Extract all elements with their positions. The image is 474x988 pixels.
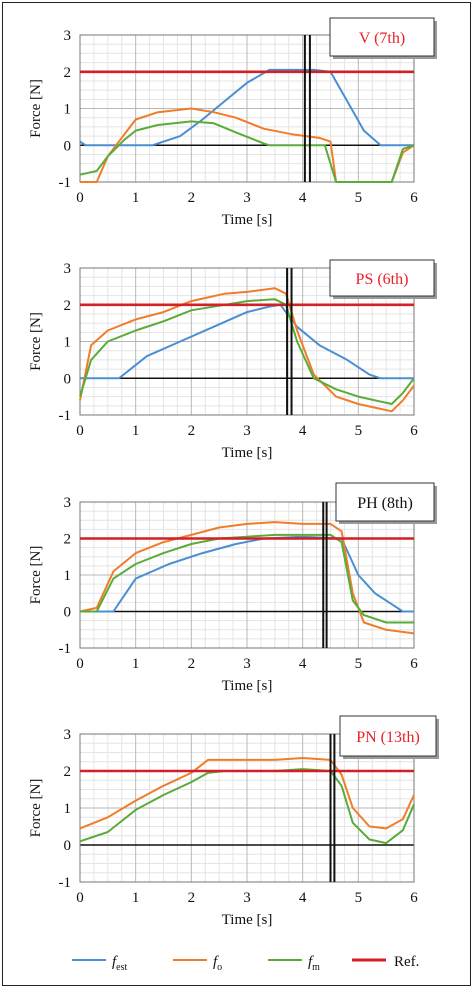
x-tick-label: 4 <box>299 656 307 672</box>
x-tick-label: 1 <box>132 190 140 206</box>
x-tick-label: 6 <box>410 890 418 906</box>
title-badge <box>329 17 435 57</box>
y-tick-label: 3 <box>64 495 72 511</box>
y-tick-label: 2 <box>64 764 72 780</box>
x-tick-label: 0 <box>76 423 84 439</box>
legend-label-ref: Ref. <box>394 954 419 970</box>
y-tick-label: 2 <box>64 298 72 314</box>
y-tick-label: 0 <box>64 138 72 154</box>
x-tick-label: 3 <box>243 423 251 439</box>
y-tick-label: 1 <box>64 102 72 118</box>
y-tick-label: 1 <box>64 335 72 351</box>
x-tick-label: 5 <box>355 423 363 439</box>
x-tick-label: 3 <box>243 656 251 672</box>
chart-title: PS (6th) <box>356 271 409 288</box>
x-tick-label: 1 <box>132 656 140 672</box>
legend-label-f-est: fest <box>112 954 128 973</box>
x-tick-label: 0 <box>76 190 84 206</box>
legend-subscript: est <box>116 962 127 973</box>
plot-area-border <box>79 267 415 416</box>
x-tick-label: 5 <box>355 190 363 206</box>
x-tick-label: 3 <box>243 890 251 906</box>
x-tick-label: 5 <box>355 656 363 672</box>
y-tick-label: -1 <box>59 408 72 424</box>
series-line-f-o <box>79 287 415 413</box>
legend-symbol: f <box>213 954 219 970</box>
y-tick-label: 1 <box>64 801 72 817</box>
x-tick-label: 4 <box>299 890 307 906</box>
x-tick-label: 2 <box>188 890 196 906</box>
x-tick-label: 3 <box>243 190 251 206</box>
title-badge <box>335 482 435 522</box>
series-line-f-m <box>80 533 414 624</box>
y-tick-label: 3 <box>64 28 72 44</box>
legend-label-f-o: fo <box>213 954 222 973</box>
x-tick-label: 4 <box>299 423 307 439</box>
y-axis-label: Force [N] <box>28 79 44 138</box>
y-tick-label: -1 <box>59 875 72 891</box>
x-tick-label: 6 <box>410 656 418 672</box>
y-axis-label: Force [N] <box>28 779 44 838</box>
x-axis-label: Time [s] <box>222 212 273 228</box>
series-line-f-o <box>79 757 415 830</box>
y-tick-label: -1 <box>59 641 72 657</box>
y-tick-label: 0 <box>64 371 72 387</box>
series-line-f-m <box>79 298 415 405</box>
legend-symbol: f <box>112 954 118 970</box>
x-tick-label: 2 <box>188 423 196 439</box>
x-tick-label: 5 <box>355 890 363 906</box>
title-badge <box>339 715 437 757</box>
series-line-f-est <box>79 68 414 147</box>
y-tick-label: 3 <box>64 727 72 743</box>
chart-title: V (7th) <box>359 30 405 47</box>
x-axis-label: Time [s] <box>222 445 273 461</box>
y-tick-label: 1 <box>64 568 72 584</box>
x-tick-label: 4 <box>299 190 307 206</box>
x-tick-label: 0 <box>76 656 84 672</box>
legend: fest fo fm Ref. <box>72 954 419 973</box>
legend-label-f-m: fm <box>308 954 320 973</box>
x-tick-label: 1 <box>132 890 140 906</box>
x-tick-label: 6 <box>410 190 418 206</box>
x-tick-label: 1 <box>132 423 140 439</box>
chart-title: PN (13th) <box>356 729 420 746</box>
legend-subscript: o <box>217 962 222 973</box>
plot-area-border <box>79 34 415 183</box>
y-tick-label: 3 <box>64 261 72 277</box>
x-tick-label: 6 <box>410 423 418 439</box>
y-tick-label: 0 <box>64 838 72 854</box>
x-tick-label: 2 <box>188 190 196 206</box>
y-tick-label: -1 <box>59 175 72 191</box>
x-axis-label: Time [s] <box>222 678 273 694</box>
y-axis-label: Force [N] <box>28 546 44 605</box>
x-axis-label: Time [s] <box>222 912 273 928</box>
y-tick-label: 0 <box>64 605 72 621</box>
legend-subscript: m <box>312 962 320 973</box>
x-tick-label: 0 <box>76 890 84 906</box>
chart-title: PH (8th) <box>357 495 413 512</box>
y-tick-label: 2 <box>64 532 72 548</box>
y-axis-label: Force [N] <box>28 312 44 371</box>
plot-area-border <box>79 501 415 649</box>
title-badge <box>329 259 435 297</box>
x-tick-label: 2 <box>188 656 196 672</box>
y-tick-label: 2 <box>64 65 72 81</box>
plot-area-border <box>79 733 415 883</box>
legend-symbol: f <box>308 954 314 970</box>
series-line-f-m <box>79 120 415 183</box>
